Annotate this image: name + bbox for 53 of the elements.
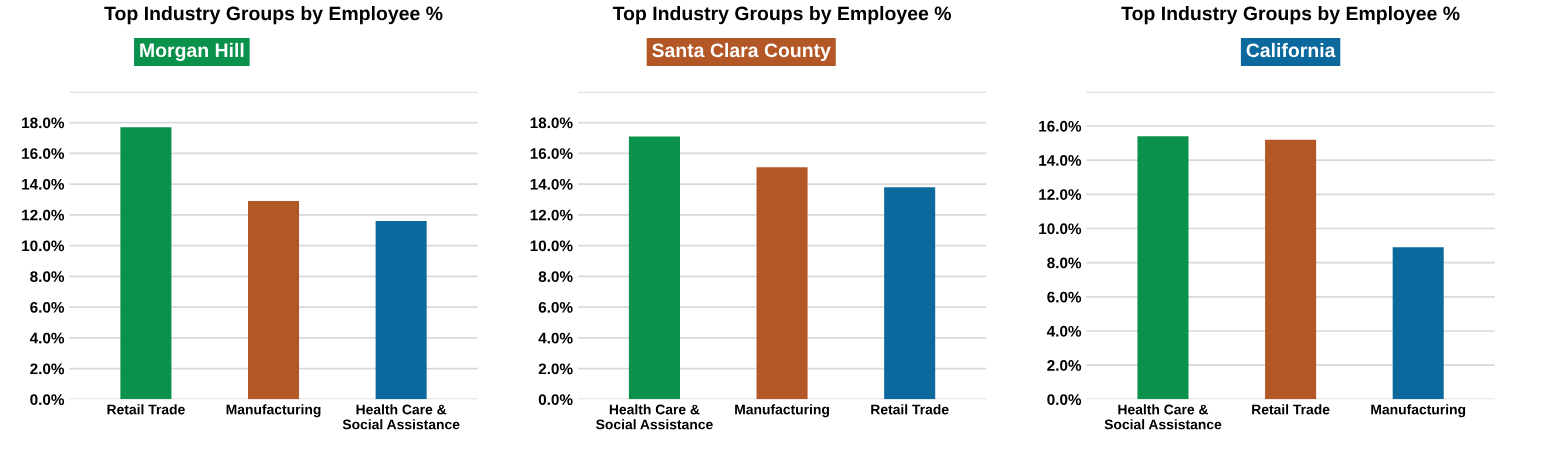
y-tick-label: 10.0% xyxy=(530,240,573,252)
y-tick-label: 6.0% xyxy=(538,301,573,313)
y-tick-label: 8.0% xyxy=(538,271,573,282)
y-tick-label: 2.0% xyxy=(30,363,65,375)
y-tick-label: 12.0% xyxy=(530,209,573,221)
y-tick-label: 10.0% xyxy=(22,240,65,252)
bar xyxy=(248,200,300,400)
x-tick-label: Health Care & Social Assistance xyxy=(342,404,460,430)
y-tick-label: 18.0% xyxy=(22,117,65,129)
y-tick-label: 0.0% xyxy=(30,394,65,406)
bar xyxy=(375,220,427,400)
y-tick-label: 18.0% xyxy=(530,117,573,129)
bar xyxy=(1392,247,1444,400)
y-tick-label: 10.0% xyxy=(1039,223,1082,235)
y-tick-label: 0.0% xyxy=(538,394,573,406)
y-tick-label: 16.0% xyxy=(1039,120,1082,132)
y-tick-label: 4.0% xyxy=(1046,325,1082,337)
y-tick-label: 14.0% xyxy=(1039,155,1082,166)
x-tick-label: Retail Trade xyxy=(1252,404,1330,415)
bar xyxy=(120,127,172,400)
y-tick-label: 12.0% xyxy=(1039,189,1082,200)
y-tick-label: 0.0% xyxy=(1047,394,1082,406)
bar xyxy=(1265,139,1317,400)
y-tick-label: 16.0% xyxy=(22,148,65,159)
chart-subtitle: Morgan Hill xyxy=(140,42,244,62)
x-tick-label: Health Care & Social Assistance xyxy=(596,404,713,430)
y-tick-label: 4.0% xyxy=(538,332,573,344)
x-tick-label: Manufacturing xyxy=(226,404,321,418)
y-tick-label: 2.0% xyxy=(1047,360,1082,371)
chart-subtitle: California xyxy=(1246,42,1336,58)
y-tick-label: 6.0% xyxy=(1047,291,1082,303)
bar xyxy=(756,167,808,400)
y-tick-label: 8.0% xyxy=(30,271,65,282)
y-tick-label: 16.0% xyxy=(530,148,573,159)
x-tick-label: Retail Trade xyxy=(107,404,185,415)
x-tick-label: Manufacturing xyxy=(1371,404,1466,418)
bar xyxy=(1137,136,1189,400)
bar xyxy=(628,136,680,400)
y-tick-label: 6.0% xyxy=(30,301,65,313)
chart-subtitle: Santa Clara County xyxy=(652,42,831,62)
y-tick-label: 14.0% xyxy=(530,178,573,190)
x-tick-label: Manufacturing xyxy=(735,404,829,418)
y-tick-label: 4.0% xyxy=(29,332,65,344)
chart-title: Top Industry Groups by Employee % xyxy=(1121,6,1460,25)
x-tick-label: Retail Trade xyxy=(871,404,949,415)
y-tick-label: 12.0% xyxy=(22,209,65,221)
chart-title: Top Industry Groups by Employee % xyxy=(104,6,443,25)
y-tick-label: 8.0% xyxy=(1047,257,1082,269)
y-tick-label: 14.0% xyxy=(22,178,65,190)
y-tick-label: 2.0% xyxy=(538,363,573,375)
chart-title: Top Industry Groups by Employee % xyxy=(612,6,951,25)
x-tick-label: Health Care & Social Assistance xyxy=(1104,404,1222,430)
bar xyxy=(884,187,936,400)
